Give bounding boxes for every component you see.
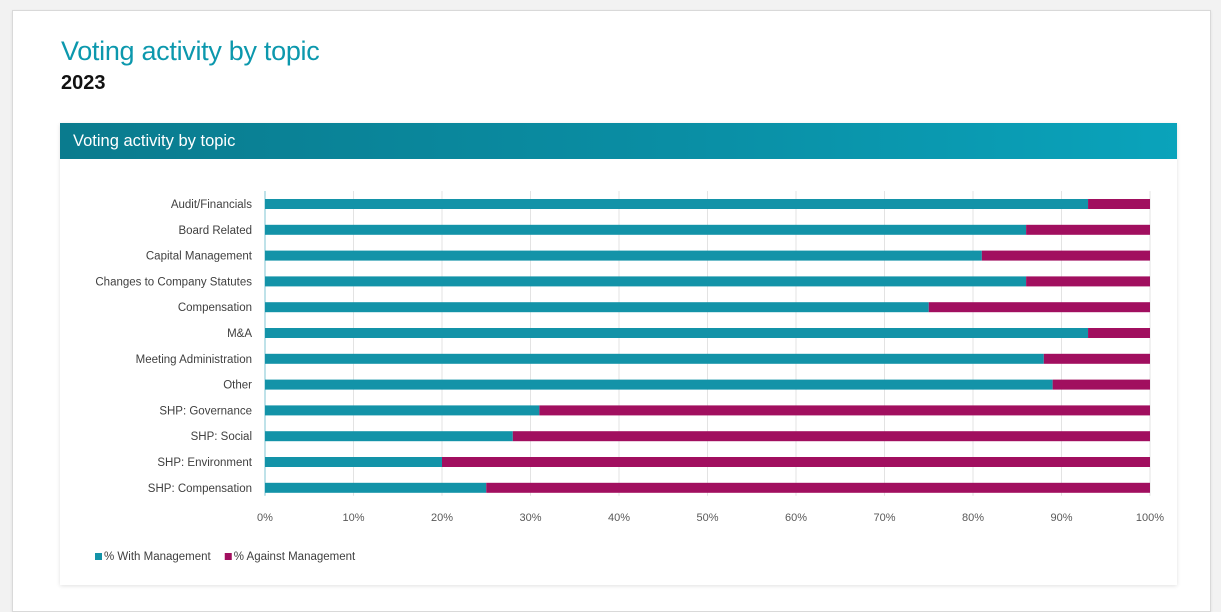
bar-against-management xyxy=(1026,224,1150,235)
legend-label-against: % Against Management xyxy=(234,551,356,563)
category-label: SHP: Environment xyxy=(157,457,252,469)
x-tick-label: 60% xyxy=(785,512,807,524)
bar-against-management xyxy=(1043,353,1150,364)
bar-with-management xyxy=(265,379,1053,390)
x-tick-label: 80% xyxy=(962,512,984,524)
bar-with-management xyxy=(265,302,929,313)
bar-against-management xyxy=(981,250,1150,261)
bar-against-management xyxy=(1052,379,1150,390)
bar-against-management xyxy=(1088,199,1150,209)
bar-against-management xyxy=(486,482,1150,493)
bar-with-management xyxy=(265,250,982,261)
x-tick-label: 100% xyxy=(1136,512,1164,524)
bar-against-management xyxy=(539,405,1150,416)
bar-with-management xyxy=(265,224,1027,235)
bar-with-management xyxy=(265,482,487,493)
bar-against-management xyxy=(1026,276,1150,287)
category-label: M&A xyxy=(227,328,252,340)
legend-swatch-with xyxy=(95,553,102,560)
bar-with-management xyxy=(265,457,442,467)
bar-with-management xyxy=(265,276,1027,287)
category-label: SHP: Governance xyxy=(159,405,252,417)
category-label: SHP: Compensation xyxy=(148,483,252,495)
category-label: Compensation xyxy=(178,302,252,314)
category-label: Changes to Company Statutes xyxy=(95,276,252,288)
x-tick-label: 30% xyxy=(519,512,541,524)
legend-label-with: % With Management xyxy=(104,551,212,563)
category-label: Other xyxy=(223,380,252,392)
legend-swatch-against xyxy=(224,553,232,560)
category-label: Audit/Financials xyxy=(171,199,252,211)
x-tick-label: 90% xyxy=(1050,512,1072,524)
bar-against-management xyxy=(512,431,1150,442)
category-label: Board Related xyxy=(178,225,252,237)
chart-card: Voting activity by topic 0% 10% 20% 30% 40% 5… xyxy=(60,123,1177,585)
category-label: Meeting Administration xyxy=(136,354,252,366)
x-tick-label: 50% xyxy=(696,512,718,524)
x-tick-label: 70% xyxy=(873,512,895,524)
chart-card-header: Voting activity by topic xyxy=(60,123,1177,159)
category-label: SHP: Social xyxy=(191,431,252,443)
bar-against-management xyxy=(928,302,1150,313)
x-tick-label: 20% xyxy=(431,512,453,524)
bar-against-management xyxy=(1088,328,1150,338)
bar-against-management xyxy=(442,457,1150,467)
report-page: Voting activity by topic 2023 Voting act… xyxy=(12,10,1211,612)
x-tick-label: 10% xyxy=(342,512,364,524)
x-tick-label: 40% xyxy=(608,512,630,524)
category-label: Capital Management xyxy=(146,251,253,263)
page-title: Voting activity by topic xyxy=(61,36,320,66)
bar-with-management xyxy=(265,353,1044,364)
bar-with-management xyxy=(265,405,540,416)
bar-with-management xyxy=(265,328,1089,338)
stacked-bar-chart: 0% 10% 20% 30% 40% 50% 60% 70% 80% 90% 100% Audit/F… xyxy=(95,191,1164,563)
x-tick-label: 0% xyxy=(257,512,273,524)
page-subtitle-year: 2023 xyxy=(61,72,106,94)
bar-with-management xyxy=(265,199,1089,209)
bar-with-management xyxy=(265,431,513,442)
